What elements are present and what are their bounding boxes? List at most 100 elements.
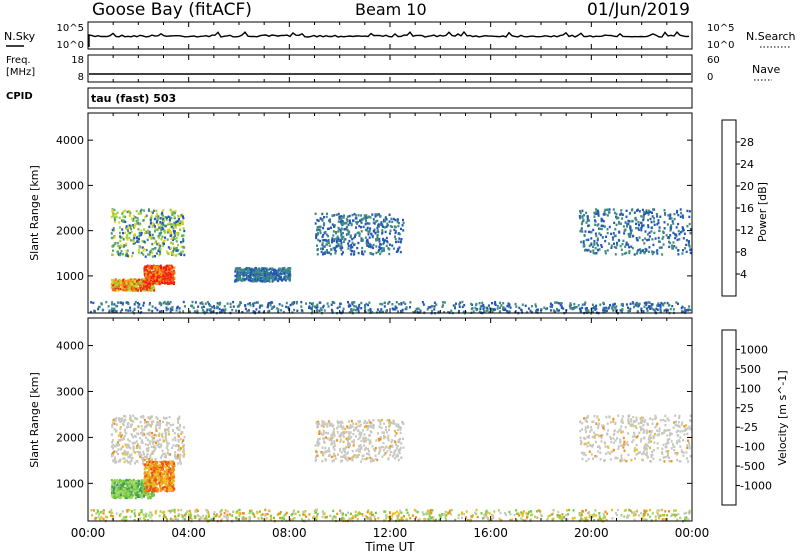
- scatter-cell-0-2566: [383, 305, 386, 308]
- scatter-cell-0-2880: [387, 302, 390, 305]
- scatter-cell-0-3065: [220, 309, 223, 312]
- scatter-cell-0-2002: [381, 229, 384, 232]
- scatter-cell-0-3035: [133, 303, 136, 306]
- scatter-cell-0-1186: [160, 266, 162, 270]
- scatter-cell-0-1905: [348, 214, 351, 218]
- scatter-cell-1-167: [117, 460, 120, 463]
- scatter-cell-0-2868: [665, 308, 668, 311]
- ytick-label-0-2: 3000: [56, 179, 84, 192]
- scatter-cell-1-1495: [368, 442, 371, 445]
- scatter-cell-1-2: [121, 417, 124, 420]
- scatter-cell-0-2019: [394, 235, 396, 238]
- scatter-cell-1-362: [127, 425, 130, 429]
- scatter-cell-0-2911: [267, 303, 269, 306]
- scatter-cell-0-657: [127, 283, 130, 287]
- scatter-cell-1-813: [138, 483, 141, 486]
- scatter-cell-0-2249: [580, 227, 583, 230]
- scatter-cell-1-1169: [163, 472, 166, 476]
- scatter-cell-1-1101: [159, 480, 162, 483]
- scatter-cell-0-1929: [330, 226, 332, 229]
- scatter-cell-1-708: [133, 483, 136, 487]
- scatter-cell-0-376: [146, 229, 149, 233]
- scatter-cell-1-194: [135, 417, 138, 421]
- scatter-cell-1-195: [119, 420, 122, 424]
- scatter-cell-0-1219: [173, 277, 176, 280]
- scatter-cell-1-699: [139, 487, 142, 490]
- scatter-cell-0-2508: [638, 236, 641, 239]
- scatter-cell-1-152: [177, 438, 180, 442]
- scatter-cell-0-2945: [342, 307, 345, 310]
- scatter-cell-0-365: [123, 210, 126, 213]
- velocity-data-layer: [90, 414, 692, 523]
- scatter-cell-0-1583: [240, 268, 243, 271]
- scatter-cell-0-1644: [278, 267, 281, 270]
- scatter-cell-0-1489: [265, 273, 268, 276]
- scatter-cell-0-2252: [613, 221, 616, 225]
- scatter-cell-0-244: [168, 230, 171, 233]
- scatter-cell-0-397: [128, 226, 131, 229]
- scatter-cell-0-1211: [158, 282, 161, 286]
- scatter-cell-1-206: [145, 421, 148, 424]
- scatter-cell-0-2439: [613, 234, 616, 238]
- scatter-cell-0-0: [155, 209, 158, 213]
- scatter-cell-0-1229: [158, 274, 161, 277]
- scatter-cell-0-1910: [347, 244, 350, 248]
- scatter-cell-1-35: [117, 434, 120, 437]
- scatter-cell-1-265: [122, 423, 125, 427]
- scatter-cell-1-80: [129, 425, 132, 428]
- scatter-cell-1-363: [114, 459, 117, 462]
- scatter-cell-0-173: [125, 225, 128, 228]
- scatter-cell-1-1499: [381, 431, 384, 434]
- scatter-cell-0-1627: [281, 269, 284, 272]
- scatter-cell-0-1079: [171, 273, 174, 276]
- scatter-cell-0-3199: [571, 307, 574, 311]
- scatter-cell-1-1536: [363, 433, 366, 436]
- scatter-cell-0-2758: [634, 303, 637, 306]
- scatter-cell-0-1276: [267, 268, 270, 271]
- scatter-cell-0-2410: [668, 217, 671, 220]
- scatter-cell-0-333: [157, 242, 160, 246]
- scatter-cell-0-2349: [663, 209, 666, 212]
- scatter-cell-0-2932: [503, 308, 506, 311]
- scatter-cell-0-2151: [639, 250, 642, 253]
- scatter-cell-1-1136: [166, 462, 168, 465]
- scatter-cell-0-2983: [498, 310, 501, 313]
- scatter-cell-0-2292: [662, 243, 665, 246]
- scatter-cell-1-913: [144, 465, 147, 469]
- scatter-cell-1-1287: [346, 436, 349, 440]
- scatter-cell-1-1126: [152, 489, 154, 492]
- scatter-cell-1-1548: [380, 426, 383, 430]
- power-ylabel: Slant Range [km]: [28, 165, 41, 261]
- scatter-cell-0-2964: [577, 304, 580, 307]
- scatter-cell-1-542: [115, 479, 118, 483]
- scatter-cell-1-1318: [372, 448, 375, 451]
- scatter-cell-0-1715: [360, 226, 362, 229]
- scatter-cell-0-2771: [479, 305, 482, 308]
- scatter-cell-0-827: [138, 281, 141, 284]
- scatter-cell-0-2896: [350, 309, 353, 313]
- scatter-cell-0-300: [168, 221, 171, 225]
- scatter-cell-0-1794: [401, 224, 404, 227]
- scatter-cell-1-895: [160, 466, 163, 469]
- scatter-cell-0-3202: [394, 305, 397, 308]
- scatter-cell-0-339: [112, 244, 115, 247]
- scatter-cell-1-1096: [171, 485, 174, 488]
- scatter-cell-0-2275: [651, 211, 653, 214]
- scatter-cell-0-2459: [681, 230, 684, 233]
- scatter-cell-1-1113: [163, 480, 166, 483]
- scatter-cell-1-1659: [392, 455, 394, 458]
- scatter-cell-0-1788: [336, 235, 339, 238]
- scatter-cell-1-1226: [144, 479, 147, 482]
- scatter-cell-1-1681: [659, 458, 662, 461]
- scatter-cell-0-278: [170, 246, 172, 250]
- scatter-cell-1-79: [127, 421, 130, 425]
- scatter-cell-0-303: [183, 246, 186, 249]
- scatter-cell-0-2029: [340, 220, 343, 223]
- scatter-cell-1-311: [114, 461, 117, 464]
- scatter-cell-0-250: [121, 212, 124, 215]
- scatter-cell-0-1648: [242, 269, 245, 272]
- scatter-cell-0-1654: [258, 270, 261, 274]
- scatter-cell-0-212: [140, 208, 143, 212]
- scatter-cell-0-1897: [323, 223, 326, 226]
- scatter-cell-1-1650: [342, 447, 345, 451]
